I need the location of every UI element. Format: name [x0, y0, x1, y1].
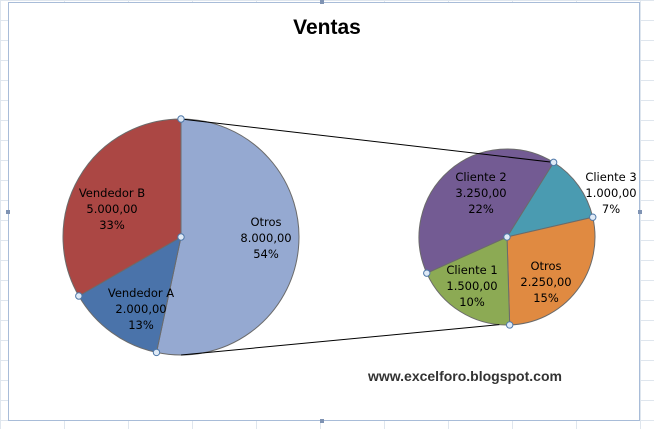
primary-slice-vendedor-b[interactable] — [62, 118, 182, 297]
resize-handle-top[interactable] — [320, 0, 324, 4]
secondary-label-cliente-3: Cliente 3 1.000,00 7% — [585, 170, 636, 216]
secondary-edge-handle[interactable] — [589, 213, 597, 221]
connector-line-top — [180, 118, 554, 163]
primary-label-vendedor-a: Vendedor A 2.000,00 13% — [108, 286, 174, 332]
resize-handle-right[interactable] — [638, 210, 642, 214]
secondary-edge-handle[interactable] — [423, 269, 431, 277]
primary-slice-vendedor-a[interactable] — [78, 236, 182, 354]
connector-line-bottom — [180, 324, 500, 356]
secondary-label-cliente-1: Cliente 1 1.500,00 10% — [446, 263, 497, 309]
primary-slice-otros[interactable] — [155, 118, 300, 356]
secondary-center-handle[interactable] — [503, 233, 511, 241]
primary-edge-handle[interactable] — [75, 292, 83, 300]
chart-title: Ventas — [293, 16, 361, 39]
secondary-label-cliente-2: Cliente 2 3.250,00 22% — [455, 170, 506, 216]
resize-handle-left[interactable] — [6, 210, 10, 214]
blog-url-text: www.excelforo.blogspot.com — [368, 368, 562, 384]
resize-handle-bottom[interactable] — [320, 419, 324, 423]
primary-label-otros: Otros 8.000,00 54% — [240, 215, 291, 261]
secondary-label-otros: Otros 2.250,00 15% — [520, 259, 571, 305]
primary-edge-handle[interactable] — [152, 348, 161, 357]
secondary-edge-handle[interactable] — [549, 158, 558, 167]
secondary-slice-cliente-2[interactable] — [418, 148, 555, 274]
primary-edge-handle[interactable] — [177, 115, 185, 123]
secondary-slice-cliente-1[interactable] — [426, 236, 511, 326]
primary-label-vendedor-b: Vendedor B 5.000,00 33% — [79, 186, 145, 232]
secondary-slice-otros[interactable] — [506, 216, 596, 326]
primary-center-handle[interactable] — [177, 233, 185, 241]
secondary-edge-handle[interactable] — [505, 321, 514, 329]
